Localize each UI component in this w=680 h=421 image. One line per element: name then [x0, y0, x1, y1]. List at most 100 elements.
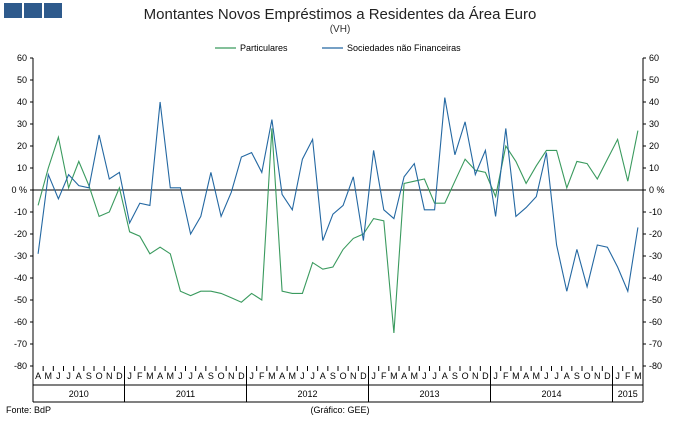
y-tick-label-right: 60 — [649, 53, 659, 63]
y-tick-label-left: -10 — [14, 207, 27, 217]
x-tick-label-month: J — [66, 371, 71, 381]
x-tick-label-month: A — [279, 371, 285, 381]
graph-credit: (Gráfico: GEE) — [310, 405, 370, 415]
x-tick-label-month: J — [615, 371, 620, 381]
y-tick-label-left: 0 % — [11, 185, 27, 195]
x-tick-label-month: J — [127, 371, 132, 381]
x-tick-label-month: D — [604, 371, 611, 381]
x-tick-label-month: M — [45, 371, 53, 381]
x-tick-label-month: M — [533, 371, 541, 381]
x-tick-label-month: J — [310, 371, 315, 381]
x-tick-label-month: A — [198, 371, 204, 381]
y-tick-label-right: -60 — [649, 317, 662, 327]
y-tick-label-right: 40 — [649, 97, 659, 107]
y-tick-label-right: 30 — [649, 119, 659, 129]
chart-title: Montantes Novos Empréstimos a Residentes… — [143, 6, 537, 23]
x-tick-label-month: A — [523, 371, 529, 381]
y-tick-label-left: 20 — [17, 141, 27, 151]
x-tick-label-month: S — [452, 371, 458, 381]
x-tick-label-month: A — [401, 371, 407, 381]
x-tick-label-month: M — [390, 371, 398, 381]
y-tick-label-left: 30 — [17, 119, 27, 129]
logo-square — [4, 3, 22, 18]
logo-square — [44, 3, 62, 18]
y-tick-label-right: -20 — [649, 229, 662, 239]
logo-square — [24, 3, 42, 18]
x-tick-label-month: J — [544, 371, 549, 381]
y-tick-label-left: 10 — [17, 163, 27, 173]
x-tick-label-year: 2015 — [618, 389, 638, 399]
x-tick-label-month: O — [218, 371, 225, 381]
y-tick-label-right: -30 — [649, 251, 662, 261]
x-tick-label-month: J — [493, 371, 498, 381]
x-tick-label-month: S — [330, 371, 336, 381]
source-note: Fonte: BdP — [6, 405, 52, 415]
x-tick-label-month: A — [442, 371, 448, 381]
y-tick-label-left: -50 — [14, 295, 27, 305]
x-tick-label-month: F — [137, 371, 143, 381]
x-tick-label-month: F — [381, 371, 387, 381]
legend-label-particulares: Particulares — [240, 43, 288, 53]
x-tick-label-month: D — [238, 371, 245, 381]
y-tick-label-left: -80 — [14, 361, 27, 371]
series-lines — [37, 97, 639, 334]
y-tick-label-left: -40 — [14, 273, 27, 283]
x-tick-label-month: M — [512, 371, 520, 381]
x-tick-label-month: M — [268, 371, 276, 381]
x-tick-label-year: 2011 — [176, 389, 195, 399]
x-tick-label-month: S — [86, 371, 92, 381]
y-tick-label-right: -70 — [649, 339, 662, 349]
series-line-sociedades — [37, 97, 639, 294]
x-tick-label-month: A — [564, 371, 570, 381]
y-tick-label-left: -20 — [14, 229, 27, 239]
x-tick-label-month: J — [56, 371, 61, 381]
x-tick-label-month: N — [228, 371, 235, 381]
x-tick-label-month: A — [35, 371, 41, 381]
legend-label-sociedades: Sociedades não Financeiras — [347, 43, 461, 53]
x-tick-label-month: J — [432, 371, 437, 381]
series-line-particulares — [37, 128, 639, 334]
x-tick-label-month: M — [634, 371, 642, 381]
chart-subtitle: (VH) — [329, 24, 351, 35]
y-tick-label-right: -80 — [649, 361, 662, 371]
y-tick-label-left: 40 — [17, 97, 27, 107]
x-tick-label-month: S — [208, 371, 214, 381]
x-tick-label-month: F — [625, 371, 631, 381]
y-tick-label-right: -50 — [649, 295, 662, 305]
y-tick-label-right: 20 — [649, 141, 659, 151]
y-tick-label-left: 60 — [17, 53, 27, 63]
x-tick-label-month: M — [289, 371, 297, 381]
x-tick-label-month: O — [340, 371, 347, 381]
y-tick-label-right: 0 % — [649, 185, 665, 195]
x-tick-label-month: M — [167, 371, 175, 381]
x-tick-label-year: 2013 — [419, 389, 439, 399]
x-tick-label-month: J — [188, 371, 193, 381]
x-tick-label-month: D — [360, 371, 367, 381]
x-tick-label-month: M — [411, 371, 419, 381]
x-tick-label-month: A — [76, 371, 82, 381]
x-tick-label-month: F — [503, 371, 509, 381]
y-tick-label-right: 50 — [649, 75, 659, 85]
y-tick-label-right: 10 — [649, 163, 659, 173]
x-tick-label-month: J — [300, 371, 305, 381]
y-tick-label-right: -10 — [649, 207, 662, 217]
x-tick-label-month: J — [249, 371, 254, 381]
x-tick-label-month: O — [462, 371, 469, 381]
x-tick-label-month: D — [116, 371, 123, 381]
x-tick-label-month: N — [472, 371, 479, 381]
x-tick-label-month: N — [350, 371, 357, 381]
y-tick-label-left: -60 — [14, 317, 27, 327]
y-tick-label-left: 50 — [17, 75, 27, 85]
x-tick-label-year: 2010 — [69, 389, 89, 399]
y-tick-label-left: -30 — [14, 251, 27, 261]
x-tick-label-month: J — [554, 371, 559, 381]
x-tick-label-month: N — [594, 371, 601, 381]
x-tick-label-month: F — [259, 371, 265, 381]
x-tick-label-month: S — [574, 371, 580, 381]
x-tick-label-month: J — [178, 371, 183, 381]
y-tick-label-right: -40 — [649, 273, 662, 283]
x-tick-label-month: A — [320, 371, 326, 381]
x-tick-label-month: M — [146, 371, 154, 381]
